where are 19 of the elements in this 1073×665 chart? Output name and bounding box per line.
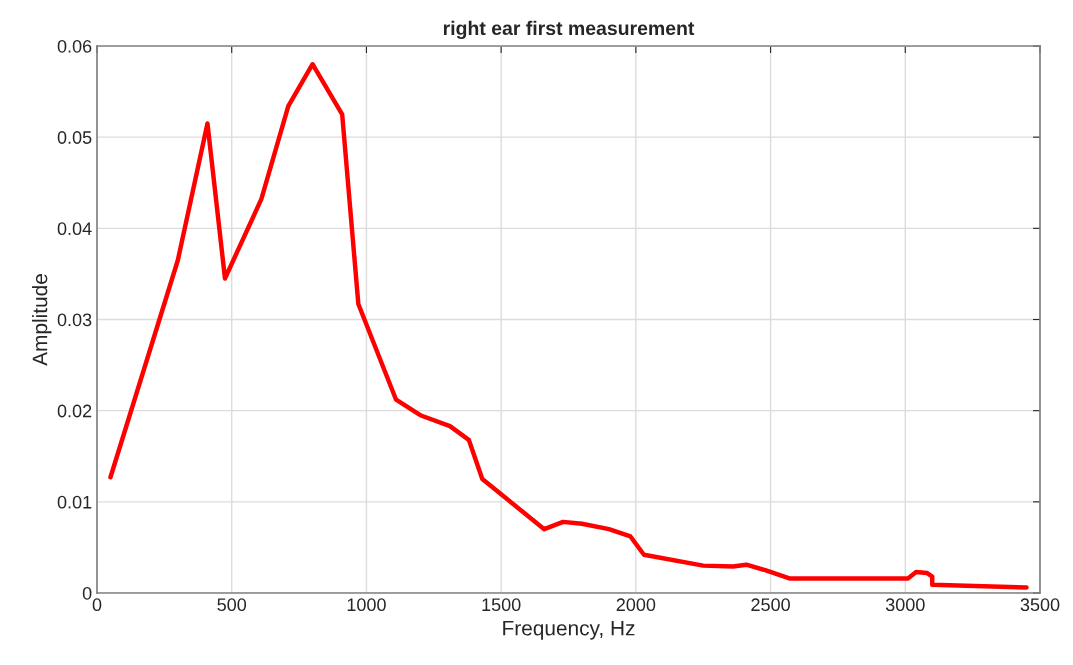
x-tick-label: 3000 — [885, 598, 925, 612]
x-tick-label: 500 — [217, 598, 247, 612]
y-tick-label: 0.03 — [57, 313, 92, 327]
y-tick-label: 0.06 — [57, 39, 92, 53]
y-tick-label: 0.02 — [57, 404, 92, 418]
y-axis-title: Amplitude — [32, 274, 52, 366]
line-series — [108, 62, 1029, 590]
x-tick-label: 1000 — [347, 598, 386, 612]
y-tick-label: 0 — [82, 586, 92, 600]
y-tick-label: 0.04 — [57, 222, 92, 236]
x-tick-label: 2000 — [616, 598, 656, 612]
y-tick-label: 0.01 — [57, 495, 92, 509]
chart-title: right ear first measurement — [443, 20, 695, 40]
x-tick-label: 2500 — [751, 598, 790, 612]
x-tick-label: 1500 — [482, 598, 521, 612]
x-tick-label: 0 — [92, 598, 102, 612]
y-tick-label: 0.05 — [57, 131, 92, 144]
x-axis-title: Frequency, Hz — [503, 621, 635, 640]
x-tick-label: 3500 — [1020, 598, 1060, 612]
